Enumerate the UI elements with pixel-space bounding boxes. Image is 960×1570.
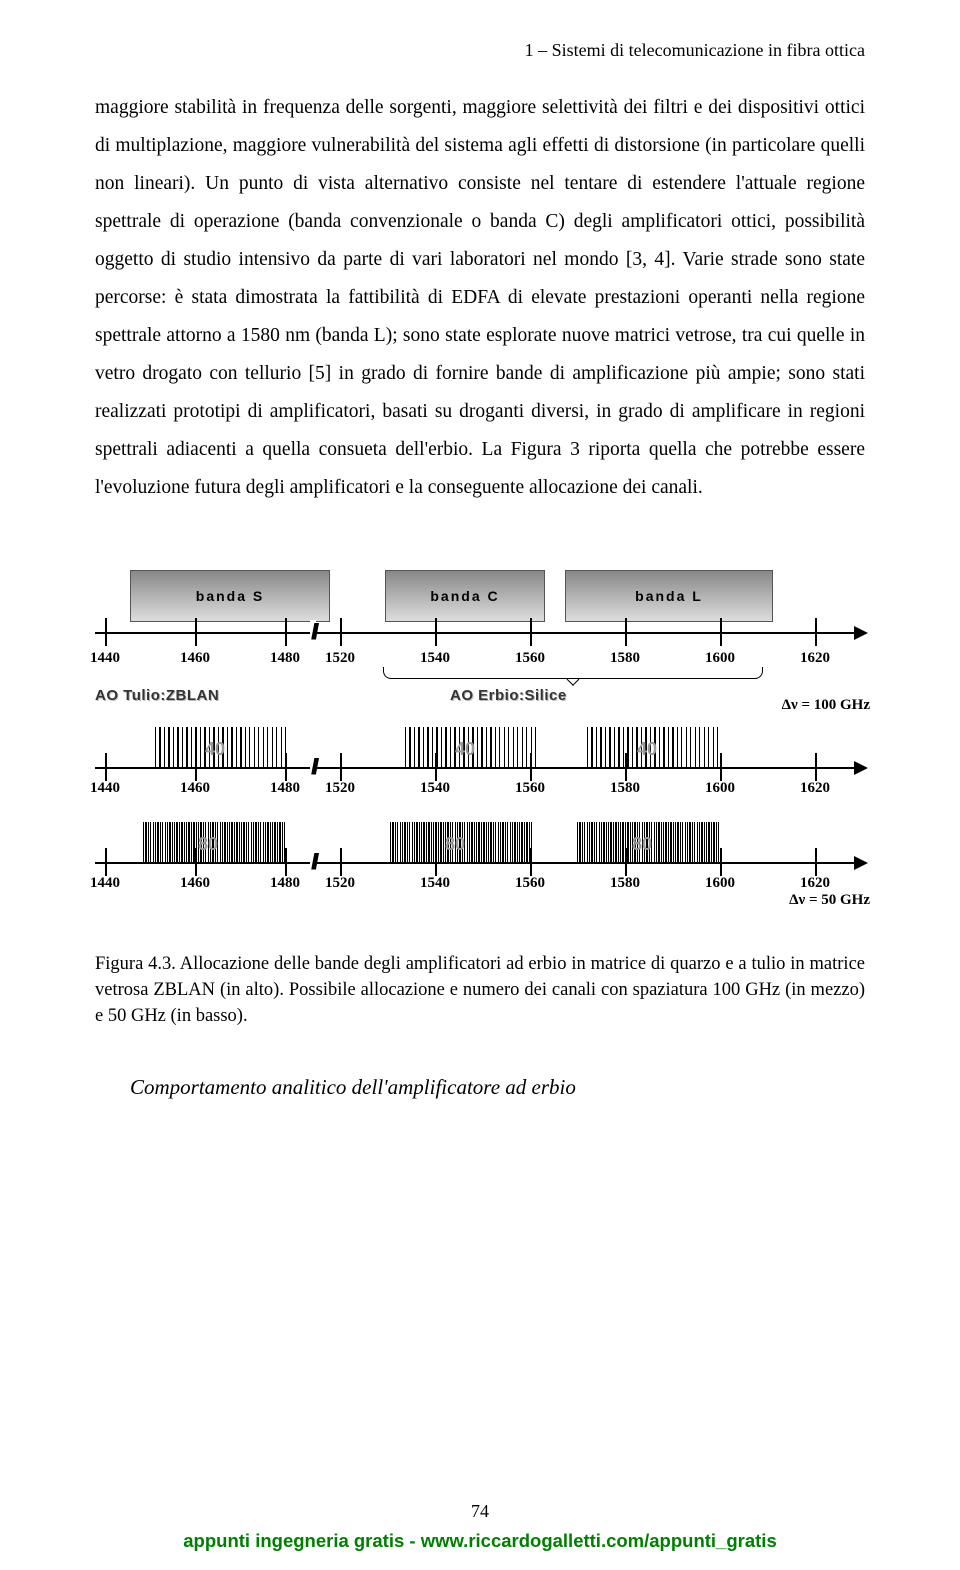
arrow-head bbox=[854, 761, 868, 775]
tick-label: 1560 bbox=[515, 780, 545, 797]
tick-label: 1540 bbox=[420, 650, 450, 667]
ao-tulio-label: AO Tulio:ZBLAN bbox=[95, 687, 219, 704]
comb-count-label: 40 bbox=[455, 739, 475, 760]
tick bbox=[285, 848, 287, 876]
band-box: banda S bbox=[130, 570, 330, 622]
tick-label: 1520 bbox=[325, 780, 355, 797]
tick-label: 1460 bbox=[180, 780, 210, 797]
tick-label: 1620 bbox=[800, 780, 830, 797]
tick bbox=[195, 753, 197, 781]
tick-label: 1540 bbox=[420, 875, 450, 892]
axis-break: // bbox=[310, 850, 316, 874]
tick-label: 1600 bbox=[705, 650, 735, 667]
axis-line bbox=[95, 767, 865, 769]
tick-label: 1540 bbox=[420, 780, 450, 797]
tick bbox=[195, 618, 197, 646]
axis-break: // bbox=[310, 620, 316, 644]
tick-label: 1460 bbox=[180, 875, 210, 892]
tick-label: 1600 bbox=[705, 875, 735, 892]
tick bbox=[720, 848, 722, 876]
arrow-head bbox=[854, 856, 868, 870]
tick bbox=[530, 848, 532, 876]
tick-label: 1580 bbox=[610, 875, 640, 892]
tick-label: 1460 bbox=[180, 650, 210, 667]
tick bbox=[435, 753, 437, 781]
tick-label: 1480 bbox=[270, 875, 300, 892]
tick-label: 1600 bbox=[705, 780, 735, 797]
axis-line bbox=[95, 632, 865, 634]
tick bbox=[340, 618, 342, 646]
tick bbox=[530, 618, 532, 646]
tick bbox=[815, 753, 817, 781]
figure: banda Sbanda Cbanda L1440146014801520154… bbox=[95, 562, 865, 922]
arrow-head bbox=[854, 626, 868, 640]
axis-line bbox=[95, 862, 865, 864]
tick-label: 1580 bbox=[610, 650, 640, 667]
tick-label: 1560 bbox=[515, 875, 545, 892]
tick bbox=[285, 618, 287, 646]
comb-row-50ghz: Δν = 50 GHz 8080801440146014801520154015… bbox=[95, 812, 865, 922]
ao-erbio-label: AO Erbio:Silice bbox=[450, 687, 567, 704]
axis-break: // bbox=[310, 755, 316, 779]
tick bbox=[815, 848, 817, 876]
band-box: banda L bbox=[565, 570, 773, 622]
tick-label: 1620 bbox=[800, 650, 830, 667]
section-subtitle: Comportamento analitico dell'amplificato… bbox=[130, 1075, 865, 1100]
figure-caption: Figura 4.3. Allocazione delle bande degl… bbox=[95, 952, 865, 1030]
tick bbox=[340, 848, 342, 876]
tick bbox=[195, 848, 197, 876]
tick bbox=[105, 753, 107, 781]
comb-count-label: 40 bbox=[637, 739, 657, 760]
comb-count-label: 40 bbox=[205, 739, 225, 760]
amp-labels-row: AO Tulio:ZBLAN AO Erbio:Silice Δν = 100 … bbox=[95, 687, 865, 717]
chapter-header: 1 – Sistemi di telecomunicazione in fibr… bbox=[95, 40, 865, 61]
tick-label: 1480 bbox=[270, 780, 300, 797]
tick bbox=[625, 753, 627, 781]
footer-link: appunti ingegneria gratis - www.riccardo… bbox=[0, 1530, 960, 1552]
body-paragraph: maggiore stabilità in frequenza delle so… bbox=[95, 89, 865, 507]
tick-label: 1620 bbox=[800, 875, 830, 892]
tick bbox=[625, 618, 627, 646]
page-number: 74 bbox=[0, 1501, 960, 1522]
tick-label: 1560 bbox=[515, 650, 545, 667]
comb-count-label: 80 bbox=[632, 834, 652, 855]
tick bbox=[530, 753, 532, 781]
tick bbox=[435, 618, 437, 646]
brace bbox=[383, 667, 763, 679]
comb-row-100ghz: 4040401440146014801520154015601580160016… bbox=[95, 717, 865, 812]
tick bbox=[815, 618, 817, 646]
delta-100: Δν = 100 GHz bbox=[782, 697, 870, 714]
tick bbox=[105, 848, 107, 876]
tick bbox=[105, 618, 107, 646]
tick-label: 1480 bbox=[270, 650, 300, 667]
tick bbox=[340, 753, 342, 781]
tick bbox=[720, 618, 722, 646]
tick-label: 1580 bbox=[610, 780, 640, 797]
tick bbox=[285, 753, 287, 781]
tick bbox=[720, 753, 722, 781]
tick-label: 1440 bbox=[90, 875, 120, 892]
delta-50: Δν = 50 GHz bbox=[789, 892, 870, 909]
band-box: banda C bbox=[385, 570, 545, 622]
tick bbox=[625, 848, 627, 876]
tick-label: 1520 bbox=[325, 875, 355, 892]
comb-count-label: 80 bbox=[445, 834, 465, 855]
tick bbox=[435, 848, 437, 876]
tick-label: 1440 bbox=[90, 780, 120, 797]
tick-label: 1520 bbox=[325, 650, 355, 667]
tick-label: 1440 bbox=[90, 650, 120, 667]
comb-count-label: 80 bbox=[198, 834, 218, 855]
